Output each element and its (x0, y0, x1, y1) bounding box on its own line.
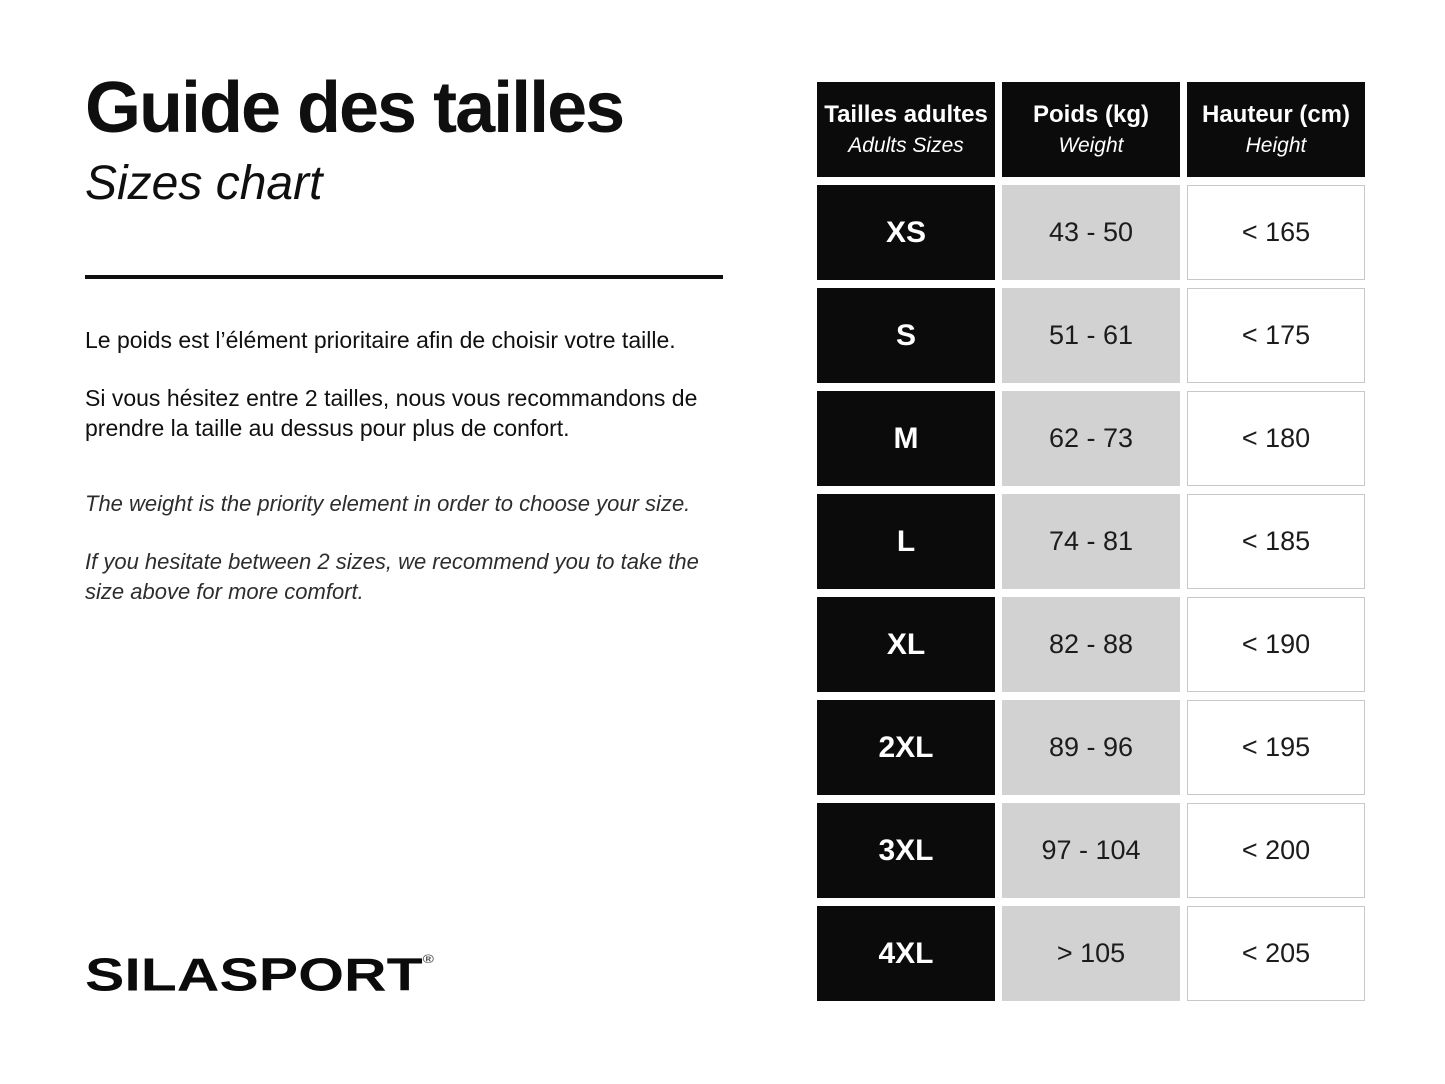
column-header-weight-en: Weight (1058, 134, 1124, 158)
column-header-weight: Poids (kg) Weight (1002, 82, 1180, 177)
intro-en-paragraph-2: If you hesitate between 2 sizes, we reco… (85, 548, 699, 604)
height-cell: < 165 (1187, 185, 1365, 280)
weight-cell: 62 - 73 (1002, 391, 1180, 486)
registered-trademark-mark: ® (422, 952, 434, 966)
brand-name: SILASPORT (85, 949, 423, 1001)
weight-cell: 89 - 96 (1002, 700, 1180, 795)
weight-cell: 74 - 81 (1002, 494, 1180, 589)
intro-section: Guide des tailles Sizes chart Le poids e… (85, 72, 750, 607)
column-header-sizes-fr: Tailles adultes (824, 100, 988, 128)
height-cell: < 195 (1187, 700, 1365, 795)
size-cell: 3XL (817, 803, 995, 898)
height-cell: < 180 (1187, 391, 1365, 486)
height-cell: < 200 (1187, 803, 1365, 898)
column-header-height: Hauteur (cm) Height (1187, 82, 1365, 177)
height-cell: < 185 (1187, 494, 1365, 589)
column-header-sizes: Tailles adultes Adults Sizes (817, 82, 995, 177)
height-cell: < 175 (1187, 288, 1365, 383)
intro-fr-paragraph-1: Le poids est l’élément prioritaire afin … (85, 326, 676, 353)
column-header-weight-fr: Poids (kg) (1032, 100, 1149, 128)
size-cell: XL (817, 597, 995, 692)
page-title: Guide des tailles (85, 68, 625, 148)
weight-cell: > 105 (1002, 906, 1180, 1001)
weight-cell: 82 - 88 (1002, 597, 1180, 692)
column-header-height-fr: Hauteur (cm) (1201, 100, 1351, 128)
size-cell: 4XL (817, 906, 995, 1001)
column-header-sizes-en: Adults Sizes (848, 134, 964, 158)
height-cell: < 205 (1187, 906, 1365, 1001)
brand-logo: SILASPORT® (85, 952, 434, 998)
sizes-table: Tailles adultes Adults Sizes Poids (kg) … (817, 82, 1365, 1001)
intro-fr-paragraph-2: Si vous hésitez entre 2 tailles, nous vo… (85, 384, 698, 441)
weight-cell: 43 - 50 (1002, 185, 1180, 280)
size-cell: M (817, 391, 995, 486)
intro-en-paragraph-1: The weight is the priority element in or… (85, 490, 691, 516)
size-cell: XS (817, 185, 995, 280)
size-cell: L (817, 494, 995, 589)
weight-cell: 51 - 61 (1002, 288, 1180, 383)
column-header-height-en: Height (1245, 134, 1307, 158)
weight-cell: 97 - 104 (1002, 803, 1180, 898)
size-cell: 2XL (817, 700, 995, 795)
size-cell: S (817, 288, 995, 383)
height-cell: < 190 (1187, 597, 1365, 692)
page-subtitle: Sizes chart (85, 157, 323, 210)
divider-line (85, 274, 723, 279)
